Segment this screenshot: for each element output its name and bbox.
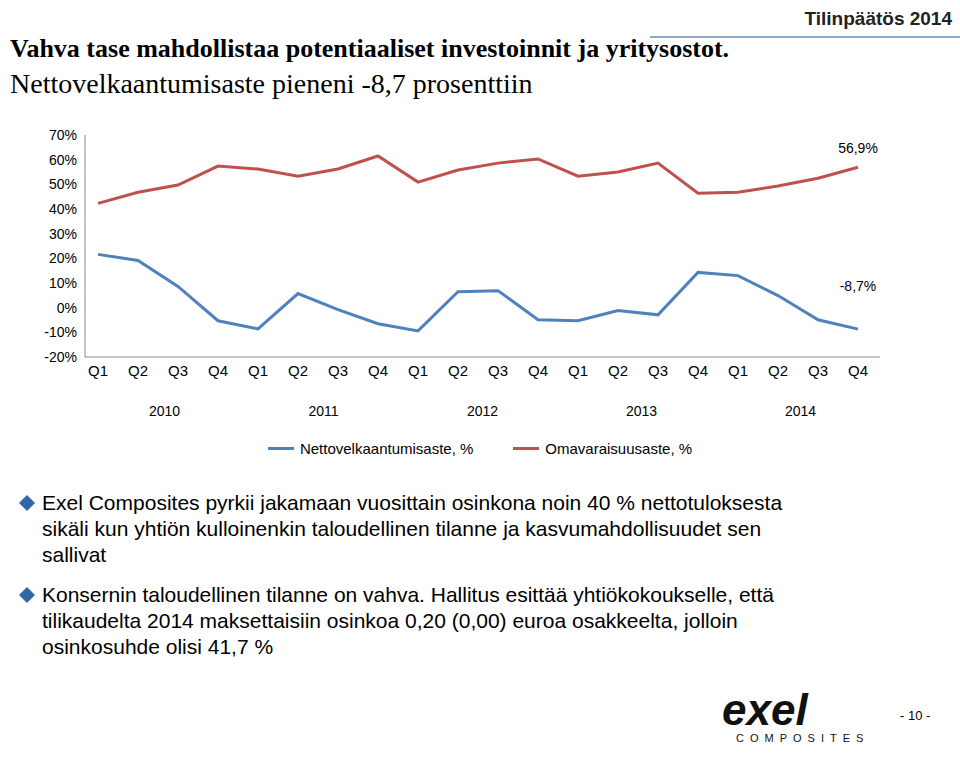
svg-text:70%: 70%: [49, 127, 77, 143]
svg-text:0%: 0%: [57, 300, 77, 316]
svg-text:Q1: Q1: [408, 362, 428, 379]
svg-text:-10%: -10%: [44, 324, 77, 340]
html-text:2013: 2013: [625, 403, 658, 419]
svg-text:60%: 60%: [49, 152, 77, 168]
svg-text:-20%: -20%: [44, 349, 77, 365]
html-text:2012: 2012: [466, 403, 499, 419]
html-text:exel: exel: [722, 685, 808, 734]
html-text:2010: 2010: [148, 403, 181, 419]
svg-text:Q4: Q4: [368, 362, 388, 379]
html-text:Nettovelkaantumisaste pieneni: Nettovelkaantumisaste pieneni -8,7 prose…: [10, 68, 533, 99]
svg-text:30%: 30%: [49, 226, 77, 242]
svg-text:Q4: Q4: [528, 362, 548, 379]
svg-text:Q2: Q2: [448, 362, 468, 379]
html-text:- 10 -: - 10 -: [900, 708, 931, 723]
svg-text:Q3: Q3: [488, 362, 508, 379]
svg-text:Q3: Q3: [328, 362, 348, 379]
html-text:Nettovelkaantumisaste, %: Nettovelkaantumisaste, %: [299, 440, 474, 457]
html-text:2011: 2011: [308, 403, 339, 419]
svg-text:Q1: Q1: [248, 362, 268, 379]
svg-text:10%: 10%: [49, 275, 77, 291]
svg-text:40%: 40%: [49, 201, 77, 217]
html-text:COMPOSITES: COMPOSITES: [736, 732, 870, 744]
svg-text:20%: 20%: [49, 250, 77, 266]
html-text:Exel Composites pyrkii jakamaa: Exel Composites pyrkii jakamaan vuositta…: [42, 491, 783, 566]
svg-text:Q2: Q2: [768, 362, 788, 379]
svg-text:50%: 50%: [49, 176, 77, 192]
svg-text:Q4: Q4: [848, 362, 868, 379]
html-text:Omavaraisuusaste, %: Omavaraisuusaste, %: [545, 440, 693, 457]
svg-text:Q4: Q4: [688, 362, 708, 379]
svg-text:Q2: Q2: [288, 362, 308, 379]
svg-text:-8,7%: -8,7%: [840, 278, 877, 294]
html-text:2014: 2014: [784, 403, 817, 419]
svg-text:Q2: Q2: [608, 362, 628, 379]
svg-text:Q2: Q2: [128, 362, 148, 379]
svg-text:Q1: Q1: [568, 362, 588, 379]
svg-text:56,9%: 56,9%: [838, 140, 878, 156]
svg-text:Q3: Q3: [808, 362, 828, 379]
html-text:Tilinpäätös 2014: Tilinpäätös 2014: [804, 8, 952, 29]
svg-text:Q1: Q1: [728, 362, 748, 379]
svg-text:Q4: Q4: [208, 362, 228, 379]
svg-text:Q3: Q3: [168, 362, 188, 379]
html-text:Vahva tase mahdollistaa potent: Vahva tase mahdollistaa potentiaaliset i…: [10, 34, 730, 63]
html-text:Konsernin taloudellinen tilann: Konsernin taloudellinen tilanne on vahva…: [42, 583, 774, 658]
svg-text:Q1: Q1: [88, 362, 108, 379]
svg-text:Q3: Q3: [648, 362, 668, 379]
